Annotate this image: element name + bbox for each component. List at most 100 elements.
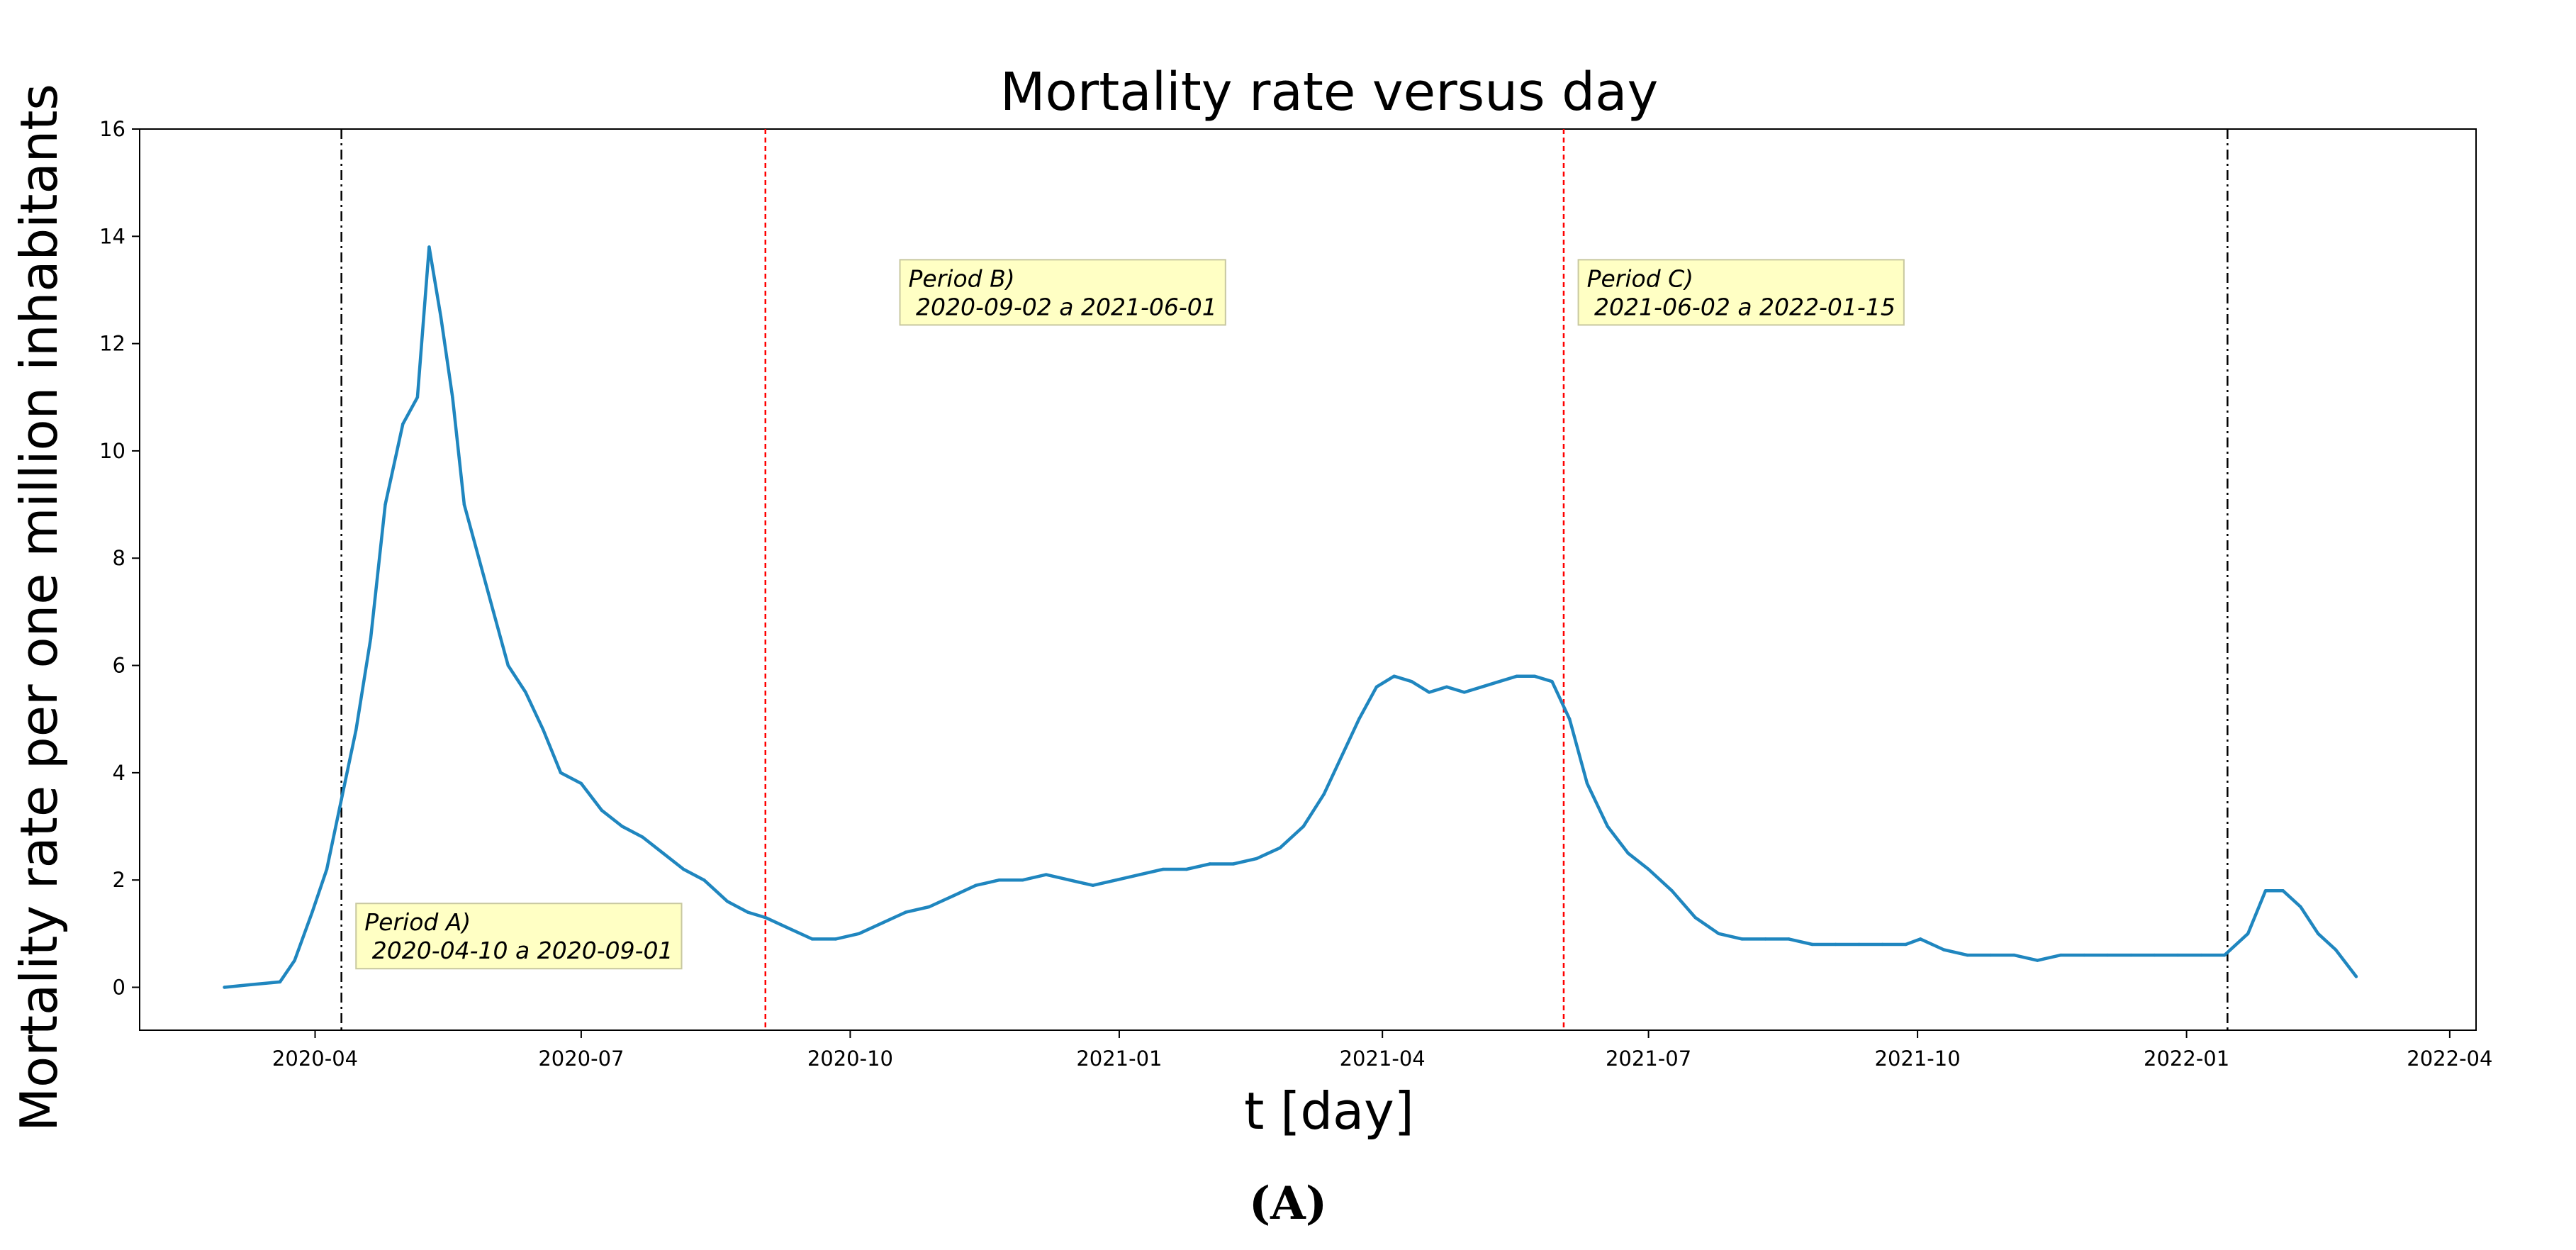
data-point	[2223, 953, 2227, 957]
data-point	[1989, 953, 1993, 957]
annotation-range: 2020-04-10 a 2020-09-01	[364, 937, 673, 964]
data-point	[2176, 953, 2180, 957]
data-point	[2263, 889, 2268, 893]
data-point	[1857, 942, 1861, 947]
period-annotation: Period B) 2020-09-02 a 2021-06-01	[899, 259, 1226, 326]
data-point	[702, 878, 706, 882]
data-point	[223, 986, 226, 989]
annotation-box	[1577, 259, 1905, 326]
data-point	[1693, 915, 1697, 920]
data-point	[1091, 883, 1095, 887]
data-point	[506, 664, 510, 667]
x-tick-label: 2021-04	[1340, 1047, 1426, 1071]
y-tick-label: 12	[99, 332, 125, 356]
data-point	[451, 396, 454, 399]
data-point	[600, 808, 603, 813]
data-point	[1787, 937, 1791, 941]
period-annotation: Period A) 2020-04-10 a 2020-09-01	[355, 903, 683, 970]
x-tick-label: 2021-07	[1606, 1047, 1691, 1071]
data-point	[1740, 937, 1744, 941]
annotation-title: Period A)	[364, 908, 471, 936]
x-tick-label: 2022-04	[2407, 1047, 2492, 1071]
plot-area: 0 2 4 6 8 10 12 14 16 2020-04 2020-07 2020-10 2021-0…	[99, 117, 2492, 1071]
data-point	[1515, 674, 1519, 678]
x-axis-label: t [day]	[1244, 1081, 1414, 1141]
data-point	[2083, 953, 2086, 957]
data-point	[1114, 878, 1119, 882]
data-point	[1374, 685, 1379, 689]
y-tick-label: 10	[99, 439, 125, 463]
data-point	[1550, 680, 1554, 683]
data-point	[1322, 792, 1326, 796]
data-point	[2059, 953, 2063, 957]
data-point	[1021, 878, 1024, 882]
data-point	[1810, 942, 1814, 947]
x-tick-label: 2021-01	[1076, 1047, 1162, 1071]
data-point	[2036, 959, 2039, 962]
data-point	[1462, 691, 1466, 694]
x-tick-label: 2020-04	[272, 1047, 358, 1071]
data-point	[857, 932, 861, 936]
data-point	[325, 867, 329, 871]
period-annotation: Period C) 2021-06-02 a 2022-01-15	[1577, 259, 1905, 326]
series-line	[223, 245, 2358, 989]
annotation-box	[899, 259, 1226, 326]
x-tick-label: 2022-01	[2144, 1047, 2229, 1071]
data-point	[1497, 680, 1501, 683]
data-point	[1185, 867, 1189, 871]
data-point	[462, 503, 466, 506]
data-point	[2281, 889, 2285, 893]
x-tick-label: 2020-10	[807, 1047, 893, 1071]
annotation-box	[355, 903, 683, 970]
y-tick-label: 4	[113, 761, 125, 785]
data-point	[524, 691, 527, 694]
data-point	[1834, 942, 1837, 947]
data-point	[2334, 948, 2338, 952]
data-point	[1138, 873, 1142, 876]
data-point	[1670, 889, 1674, 893]
data-point	[542, 728, 545, 732]
data-point	[1445, 685, 1449, 689]
data-point	[1568, 718, 1572, 721]
data-point	[1044, 873, 1048, 876]
data-point	[927, 905, 931, 909]
data-point	[1340, 754, 1343, 759]
data-point	[1647, 867, 1650, 871]
data-point	[1881, 942, 1884, 947]
data-point	[1255, 856, 1259, 861]
data-point	[1278, 846, 1282, 849]
annotation-range: 2020-09-02 a 2021-06-01	[909, 293, 1217, 320]
data-point	[2317, 932, 2320, 936]
data-point	[293, 959, 296, 962]
data-point	[249, 983, 252, 986]
data-point	[2012, 953, 2016, 957]
data-point	[1717, 932, 1720, 936]
data-point	[1904, 942, 1908, 947]
data-point	[1208, 862, 1212, 866]
x-tick-label: 2020-07	[538, 1047, 624, 1071]
data-point	[427, 245, 431, 249]
data-point	[1626, 852, 1630, 855]
data-point	[2200, 953, 2203, 957]
panel-label: (A)	[1248, 1177, 1328, 1230]
data-point	[1533, 674, 1536, 678]
data-point	[641, 835, 644, 839]
data-point	[439, 315, 443, 318]
annotation-title: Period C)	[1587, 264, 1693, 292]
data-point	[1427, 691, 1431, 694]
data-point	[2106, 953, 2110, 957]
data-point	[401, 422, 405, 426]
annotation-range: 2021-06-02 a 2022-01-15	[1587, 293, 1895, 320]
y-tick-label: 8	[113, 546, 125, 570]
data-point	[1161, 867, 1165, 871]
data-point	[1357, 718, 1361, 721]
data-point	[1606, 825, 1610, 828]
data-point	[354, 728, 358, 732]
y-tick-label: 16	[99, 117, 125, 141]
data-point	[951, 894, 954, 898]
data-point	[763, 915, 767, 920]
data-point	[491, 610, 495, 614]
data-point	[383, 503, 387, 506]
data-point	[369, 637, 373, 640]
